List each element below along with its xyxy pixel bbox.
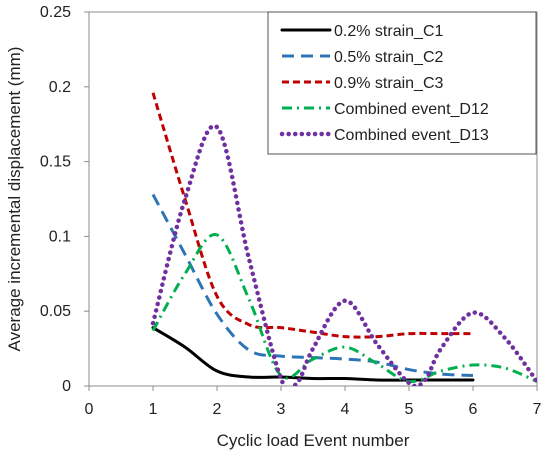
legend-label-2: 0.5% strain_C2 xyxy=(334,49,443,66)
y-axis-title: Average incremental displacement (mm) xyxy=(5,47,24,352)
y-tick-label: 0.1 xyxy=(49,228,71,245)
y-tick-label: 0.25 xyxy=(40,4,71,21)
axis-layer: 0 1 2 3 4 5 6 7 0 0.05 0.1 0.15 0.2 0.25 xyxy=(40,4,542,418)
x-tick-label: 4 xyxy=(341,401,350,418)
x-tick-label: 2 xyxy=(213,401,222,418)
y-tick-label: 0.2 xyxy=(49,79,71,96)
legend-label-5: Combined event_D13 xyxy=(334,127,489,144)
x-tick-label: 7 xyxy=(533,401,542,418)
legend-label-4: Combined event_D12 xyxy=(334,101,489,118)
y-tick-label: 0.15 xyxy=(40,154,71,171)
series-line-1 xyxy=(151,326,475,382)
x-tick-label: 1 xyxy=(149,401,158,418)
legend: 0.2% strain_C1 0.5% strain_C2 0.9% strain_… xyxy=(267,11,537,155)
x-tick-label: 3 xyxy=(277,401,286,418)
series-line-3 xyxy=(151,92,473,339)
series-line-5 xyxy=(150,123,537,386)
legend-box xyxy=(267,11,537,155)
series-layer xyxy=(150,92,537,386)
x-tick-label: 5 xyxy=(405,401,414,418)
x-axis-title: Cyclic load Event number xyxy=(217,431,410,450)
legend-label-1: 0.2% strain_C1 xyxy=(334,23,443,40)
x-tick-label: 0 xyxy=(85,401,94,418)
y-tick-label: 0 xyxy=(62,378,71,395)
y-tick-label: 0.05 xyxy=(40,303,71,320)
x-tick-label: 6 xyxy=(469,401,478,418)
legend-label-3: 0.9% strain_C3 xyxy=(334,75,443,92)
series-line-4 xyxy=(151,233,537,384)
